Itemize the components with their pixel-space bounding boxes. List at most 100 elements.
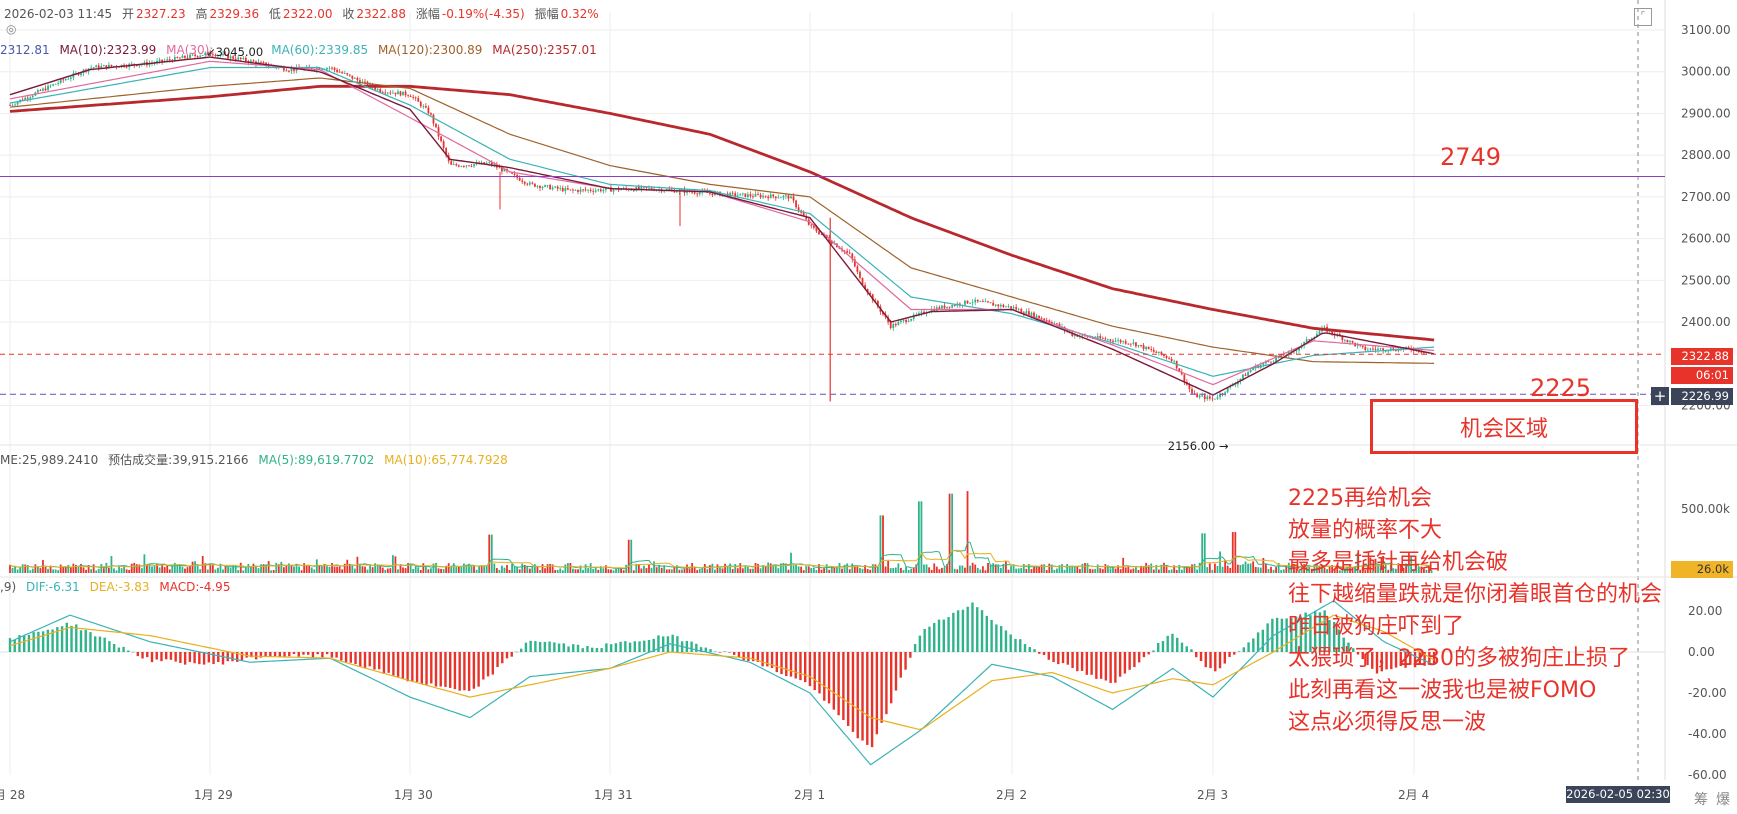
volume-bar <box>660 567 663 573</box>
candle <box>1244 374 1247 376</box>
macd-bar <box>1209 652 1212 669</box>
volume-bar <box>589 563 592 573</box>
volume-bar <box>1050 564 1053 573</box>
candle <box>285 70 288 72</box>
volume-bar <box>1203 533 1206 573</box>
macd-bar <box>562 643 565 652</box>
eye-icon[interactable]: ◎ <box>6 22 17 36</box>
volume-bar <box>1321 565 1323 573</box>
macd-bar <box>198 652 201 665</box>
volume-bar <box>566 563 569 573</box>
macd-bar <box>756 652 760 662</box>
candle <box>777 197 780 199</box>
volume-bar <box>1282 569 1285 573</box>
open-value: 2327.23 <box>135 7 186 21</box>
macd-bar <box>952 612 955 652</box>
macd-bar <box>1347 642 1350 652</box>
volume-bar <box>1349 564 1351 573</box>
volume-bar <box>910 568 913 573</box>
volume-bar <box>686 564 688 573</box>
candle <box>470 165 473 167</box>
candle <box>521 180 524 182</box>
volume-bar <box>361 566 364 573</box>
low-label: 低 <box>268 7 281 21</box>
volume-bar <box>328 566 331 573</box>
candle <box>346 73 349 75</box>
candle <box>846 251 849 253</box>
cursor-time-tag: 2026-02-05 02:30 <box>1566 786 1670 803</box>
volume-bar <box>384 569 387 573</box>
candle <box>976 299 979 302</box>
candle <box>424 106 427 108</box>
volume-bar <box>1305 565 1308 573</box>
volume-bar <box>1163 562 1165 573</box>
macd-bar <box>890 652 893 704</box>
candle <box>711 193 714 196</box>
volume-bar <box>792 565 795 573</box>
macd-bar <box>799 652 802 681</box>
macd-bar <box>990 619 993 652</box>
macd-legend-item: MACD:-4.95 <box>159 580 231 594</box>
volume-bar <box>57 570 60 573</box>
volume-bar <box>838 562 841 573</box>
candle <box>1249 370 1252 373</box>
level-2225-label: 2225 <box>1530 374 1592 402</box>
ma-legend-item: MA(250):2357.01 <box>492 43 597 57</box>
candle <box>1053 323 1056 325</box>
macd-bar <box>846 652 850 726</box>
volume-bar <box>206 569 209 573</box>
volume-bar <box>151 566 153 573</box>
candle <box>1170 358 1173 362</box>
volume-bar <box>478 565 481 573</box>
candle <box>1104 338 1107 340</box>
volume-bar <box>485 565 488 573</box>
candle <box>1101 338 1104 339</box>
candle <box>227 54 229 59</box>
macd-bar <box>747 652 750 661</box>
liquidation-button[interactable]: 爆 <box>1716 792 1730 808</box>
candle <box>1295 350 1298 352</box>
candle <box>21 99 24 101</box>
macd-bar <box>1047 652 1050 660</box>
add-plus-icon[interactable]: + <box>1651 387 1669 405</box>
candle <box>432 114 435 124</box>
volume-bar <box>437 568 440 573</box>
candle <box>1165 355 1168 358</box>
expand-icon[interactable]: ⌜ <box>1634 8 1652 26</box>
ma250-line <box>9 84 1435 342</box>
volume-bar <box>1045 570 1048 573</box>
candle <box>561 188 564 192</box>
ma-legend-item: MA(10):2323.99 <box>59 43 157 57</box>
macd-bar <box>870 652 874 748</box>
candle <box>774 196 777 199</box>
volume-bar <box>222 569 224 573</box>
volume-axis-tick: 500.00k <box>1681 502 1730 516</box>
macd-bar <box>401 652 405 680</box>
macd-bar <box>264 652 267 657</box>
volume-bar <box>176 564 179 573</box>
volume-bar <box>1091 569 1094 573</box>
macd-bar <box>1356 652 1360 655</box>
macd-bar <box>1218 652 1222 669</box>
candle <box>648 187 650 189</box>
volume-bar <box>1030 569 1033 573</box>
candle <box>163 60 166 62</box>
volume-bar <box>1015 568 1018 573</box>
candle <box>1112 340 1114 342</box>
candle <box>1374 349 1377 350</box>
macd-bar <box>193 652 196 664</box>
candle <box>1198 395 1201 398</box>
candle <box>531 182 534 184</box>
candle <box>587 189 590 191</box>
macd-bar <box>141 652 144 659</box>
chip-distribution-button[interactable]: 筹 <box>1694 792 1708 808</box>
macd-bar <box>169 652 173 660</box>
macd-bar <box>842 652 845 721</box>
macd-bar <box>1228 652 1231 657</box>
price-axis-tick: 2900.00 <box>1681 106 1731 120</box>
volume-bar <box>184 568 186 573</box>
macd-bar <box>520 648 523 652</box>
candle <box>222 54 224 56</box>
macd-bar <box>832 652 836 710</box>
macd-bar <box>349 652 352 663</box>
